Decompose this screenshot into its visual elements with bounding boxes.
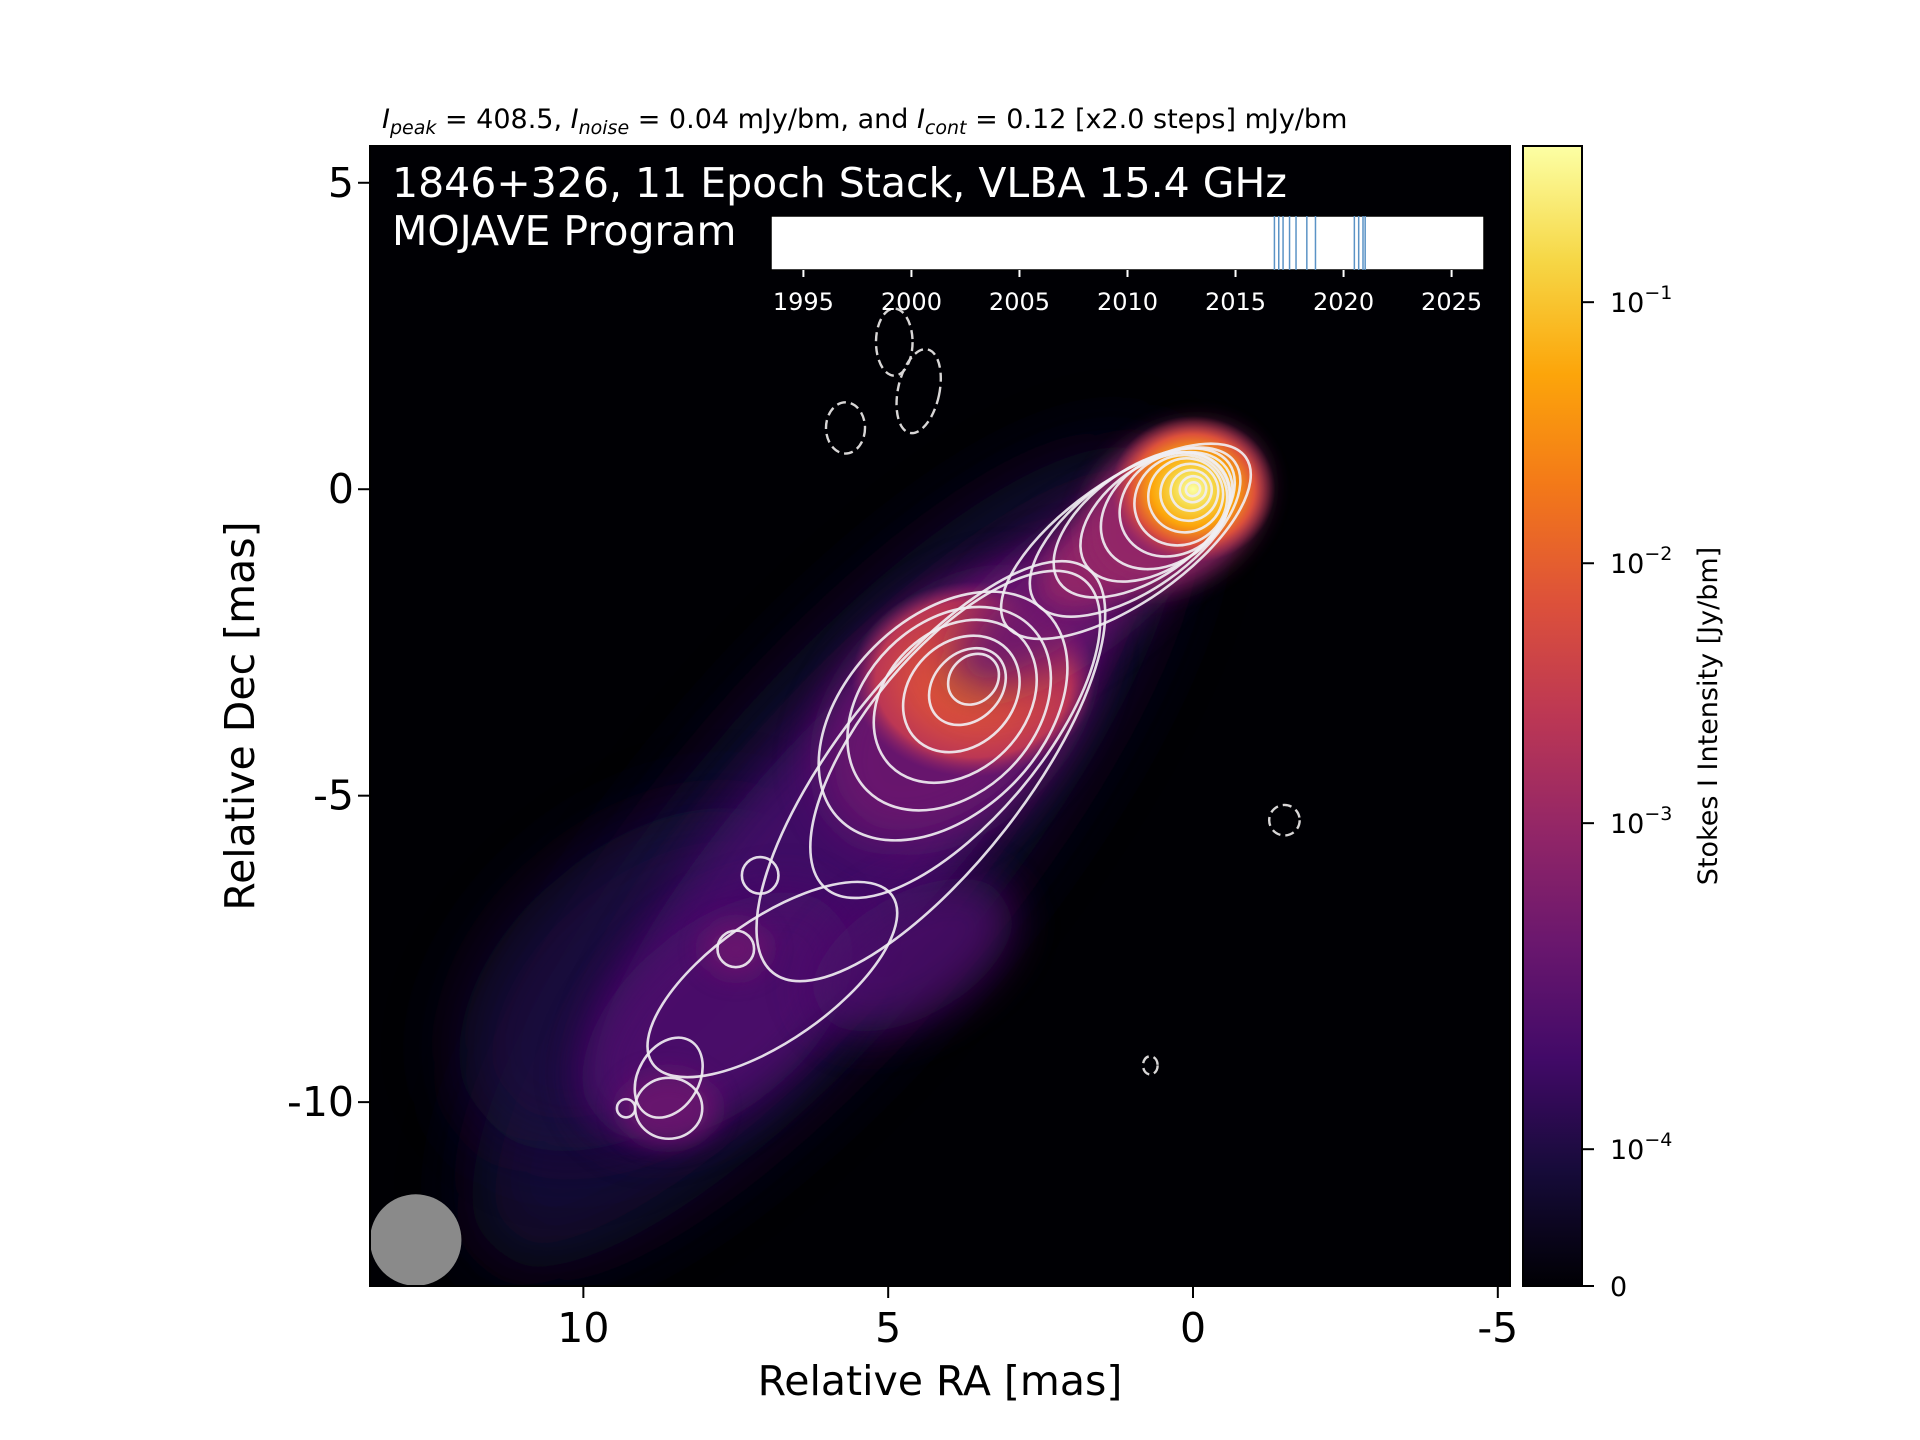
x-tick-label: 5 [875,1304,901,1352]
emission-core [1110,416,1276,563]
colorbar-tick-label: 10−3 [1610,803,1672,840]
jet-emission [459,416,1276,1267]
colorbar-gradient [1522,145,1583,1287]
contour-knot-level-2 [846,605,1053,812]
contour-knot-level-5 [927,646,1008,727]
negative-contours [824,307,1301,1076]
epoch-tick-label: 2025 [1421,288,1482,316]
contour-knot-level-4 [901,634,1021,754]
emission-small-knot [702,921,770,977]
epoch-tick-label: 2000 [881,288,942,316]
colorbar-tick-label: 10−1 [1610,282,1672,319]
colorbar-tick-label: 10−2 [1610,543,1672,580]
colorbar-tick-label: 0 [1610,1272,1627,1303]
y-axis-ticks: 5 0 -5 -10 [287,159,370,1126]
negative-contour-3 [895,347,942,435]
beam-ellipse [370,1194,462,1286]
plot-frame [369,145,1511,1287]
image-plot [370,146,1510,1286]
epoch-inset-box [770,215,1485,271]
contour-core-level-8 [1146,457,1225,534]
contour-level-1-far-a [633,1036,704,1119]
x-tick-label: 0 [1180,1304,1206,1352]
x-axis-label: Relative RA [mas] [758,1357,1123,1405]
y-tick-label: 0 [328,465,354,513]
negative-contour-2 [874,307,914,377]
y-tick-label: -5 [313,772,354,820]
contour-level-1-small [740,855,780,895]
contour-core-level-3 [1052,447,1237,599]
contour-knot-level-6 [946,652,1001,706]
y-tick-label: -10 [287,1078,354,1126]
x-tick-label: 10 [557,1304,609,1352]
contour-level-1-tiny [615,1097,637,1119]
source-annotation-line1: 1846+326, 11 Epoch Stack, VLBA 15.4 GHz [392,159,1287,207]
colorbar-ticks: 10−1 10−2 10−3 10−4 0 [1582,282,1672,1303]
contour-core-level-10 [1169,468,1213,513]
contour-core-level-12 [1184,481,1202,498]
contour-core-level-9 [1159,462,1220,523]
contour-level-2-jet [809,569,1102,900]
y-tick-label: 5 [328,159,354,207]
colorbar-tick-label: 10−4 [1610,1129,1672,1166]
contour-core-level-7 [1133,453,1229,547]
contour-level-2-small [716,929,756,969]
contour-layer [615,442,1253,1141]
epoch-tick-label: 2020 [1313,288,1374,316]
epoch-tick-label: 2015 [1205,288,1266,316]
negative-contour-5 [1141,1055,1159,1076]
chart-title: Ipeak = 408.5, Inoise = 0.04 mJy/bm, and… [382,104,1347,139]
colorbar: 10−1 10−2 10−3 10−4 0 Stokes I Intensity [Jy… [1522,145,1724,1303]
x-axis-ticks: 10 5 0 -5 [557,1286,1518,1352]
colorbar-label: Stokes I Intensity [Jy/bm] [1693,547,1724,885]
negative-contour-4 [1267,803,1301,837]
epoch-tick-label: 2010 [1097,288,1158,316]
source-annotation-line2: MOJAVE Program [392,207,736,255]
y-axis-label: Relative Dec [mas] [216,521,264,910]
x-tick-label: -5 [1477,1304,1518,1352]
epoch-lines [1273,216,1366,270]
epoch-timeline-inset: 1995 2000 2005 2010 2015 2020 2025 [770,215,1485,316]
epoch-tick-label: 2005 [989,288,1050,316]
epoch-tick-label: 1995 [773,288,834,316]
contour-core-level-6 [1118,451,1232,558]
negative-contour-1 [824,401,867,455]
emission-far-knot [619,1071,718,1145]
epoch-inset-ticks: 1995 2000 2005 2010 2015 2020 2025 [773,270,1482,316]
contour-core-level-11 [1178,474,1208,504]
emission-jet-branch [812,878,1013,1032]
